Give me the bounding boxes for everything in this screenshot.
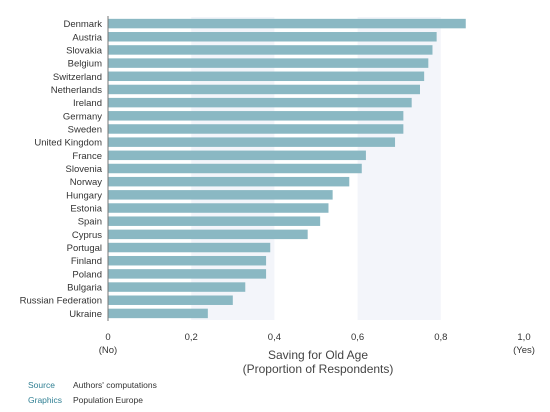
x-max-endpoint-label: (Yes) xyxy=(513,345,535,356)
category-label: Slovakia xyxy=(66,45,103,56)
category-label: United Kingdom xyxy=(34,138,102,149)
category-label: Bulgaria xyxy=(67,283,103,294)
bar xyxy=(108,18,466,29)
bar xyxy=(108,242,271,253)
bar xyxy=(108,163,362,174)
bar xyxy=(108,255,267,266)
category-label: Slovenia xyxy=(66,164,103,175)
bar xyxy=(108,97,412,108)
category-label: Norway xyxy=(70,177,102,188)
category-label: Estonia xyxy=(70,204,102,215)
category-label: Belgium xyxy=(68,59,102,70)
category-label: Switzerland xyxy=(53,72,102,83)
bar xyxy=(108,111,404,121)
category-label: Portugal xyxy=(67,243,102,254)
category-label: Austria xyxy=(72,32,102,43)
category-label: France xyxy=(72,151,102,162)
category-label: Russian Federation xyxy=(20,296,102,307)
source-value: Authors' computations xyxy=(73,380,157,390)
graphics-key: Graphics xyxy=(28,395,63,405)
category-label: Sweden xyxy=(68,124,102,135)
bar-chart: Denmark Austria Slovakia Belgium Switzerland… xyxy=(20,16,535,376)
source-key: Source xyxy=(28,380,55,390)
category-label: Finland xyxy=(71,256,102,267)
x-tick-label: 0,4 xyxy=(268,332,281,343)
bar xyxy=(108,84,420,95)
category-label: Cyprus xyxy=(72,230,102,241)
x-axis-title-line1: Saving for Old Age xyxy=(268,348,368,362)
x-min-endpoint-label: (No) xyxy=(99,345,117,356)
x-axis-title-line2: (Proportion of Respondents) xyxy=(243,362,394,376)
category-label: Spain xyxy=(78,217,102,228)
bar xyxy=(108,190,333,200)
bar xyxy=(108,32,437,42)
bar xyxy=(108,150,366,161)
x-tick-label: 0 xyxy=(105,332,110,343)
bar xyxy=(108,124,404,134)
x-tick-labels: 0 0,2 0,4 0,6 0,8 1,0 xyxy=(105,332,530,343)
category-label: Netherlands xyxy=(51,85,102,96)
x-tick-label: 0,6 xyxy=(351,332,364,343)
category-label: Hungary xyxy=(66,190,102,201)
bar xyxy=(108,176,350,187)
bar xyxy=(108,308,208,319)
category-label: Ukraine xyxy=(69,309,102,320)
bar xyxy=(108,137,396,147)
category-label: Ireland xyxy=(73,98,102,109)
bar xyxy=(108,45,433,55)
category-labels: Denmark Austria Slovakia Belgium Switzerland… xyxy=(20,19,103,320)
category-label: Denmark xyxy=(63,19,102,30)
x-tick-label: 0,8 xyxy=(434,332,447,343)
category-label: Poland xyxy=(72,269,102,280)
bar xyxy=(108,295,233,305)
bar xyxy=(108,216,321,226)
bar xyxy=(108,282,246,292)
bar xyxy=(108,203,329,213)
x-tick-label: 1,0 xyxy=(517,332,530,343)
bars-group xyxy=(108,18,466,319)
bar xyxy=(108,71,425,82)
x-tick-label: 0,2 xyxy=(185,332,198,343)
bar xyxy=(108,269,267,279)
category-label: Germany xyxy=(63,111,102,122)
bar xyxy=(108,229,308,240)
bar xyxy=(108,58,429,68)
graphics-value: Population Europe xyxy=(73,395,143,405)
footer-graphics: Graphics Population Europe xyxy=(28,395,143,405)
footer-source: Source Authors' computations xyxy=(28,380,157,390)
